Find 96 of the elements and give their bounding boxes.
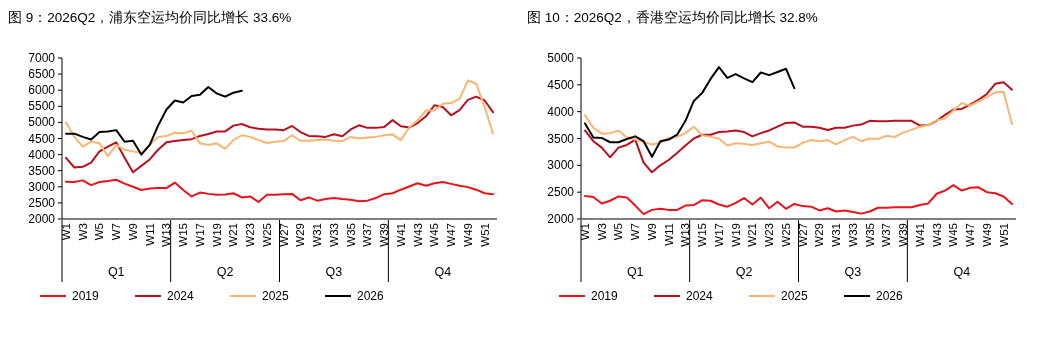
y-tick-label: 2500 <box>28 195 56 210</box>
y-tick-label: 4500 <box>28 131 56 146</box>
x-tick-label: W25 <box>260 223 273 247</box>
text: Q4 <box>434 265 452 279</box>
y-tick-label: 4000 <box>28 147 56 162</box>
x-tick-label: W9 <box>126 223 139 241</box>
legend-label: 2024 <box>686 289 714 303</box>
x-tick-label: W3 <box>76 223 89 241</box>
x-tick-label: W41 <box>394 223 407 247</box>
x-tick-label: W9 <box>645 223 658 241</box>
x-tick-label: W23 <box>244 223 257 247</box>
y-tick-label: 2000 <box>28 212 56 226</box>
x-tick-label: W1 <box>579 223 591 241</box>
x-tick-label: W33 <box>327 223 340 247</box>
legend-label: 2026 <box>876 289 904 303</box>
legend-label: 2025 <box>781 289 809 303</box>
x-tick-label: W29 <box>294 223 307 247</box>
text: Q3 <box>844 265 862 279</box>
x-tick-label: W31 <box>830 223 843 247</box>
x-tick-label: W7 <box>629 223 642 241</box>
x-tick-label: W21 <box>746 223 759 247</box>
y-tick-label: 5000 <box>547 51 575 65</box>
text: Q1 <box>107 265 125 279</box>
text: Q1 <box>626 265 644 279</box>
x-tick-label: W3 <box>595 223 608 241</box>
y-tick-label: 3500 <box>547 131 575 146</box>
y-tick-label: 4000 <box>547 104 575 119</box>
x-tick-label: W43 <box>411 223 424 247</box>
x-tick-label: W51 <box>997 223 1010 247</box>
y-tick-label: 5000 <box>28 115 56 130</box>
legend-label: 2026 <box>357 289 385 303</box>
x-tick-label: W49 <box>980 223 993 247</box>
x-tick-label: W45 <box>428 223 441 247</box>
x-tick-label: W7 <box>110 223 123 241</box>
chart-title: 图 10：2026Q2，香港空运均价同比增长 32.8% <box>527 10 818 25</box>
x-tick-label: W25 <box>779 223 792 247</box>
x-tick-label: W37 <box>880 223 893 247</box>
line-series <box>65 178 494 203</box>
x-tick-label: W47 <box>445 223 458 247</box>
y-tick-label: 3500 <box>28 163 56 178</box>
line-series <box>584 90 1013 149</box>
y-tick-label: 6500 <box>28 67 56 82</box>
x-tick-label: W13 <box>679 223 692 247</box>
x-tick-label: W47 <box>964 223 977 247</box>
x-tick-label: W1 <box>60 223 72 241</box>
text: Q3 <box>325 265 343 279</box>
y-tick-label: 3000 <box>547 158 575 173</box>
y-tick-label: 6000 <box>28 83 56 98</box>
legend-label: 2024 <box>167 289 195 303</box>
x-tick-label: W21 <box>227 223 240 247</box>
x-tick-label: W39 <box>897 223 910 247</box>
x-tick-label: W15 <box>696 223 709 247</box>
chart-title: 图 9：2026Q2，浦东空运均价同比增长 33.6% <box>8 10 292 25</box>
x-tick-label: W33 <box>846 223 859 247</box>
x-tick-label: W23 <box>763 223 776 247</box>
x-tick-label: W19 <box>210 223 223 247</box>
x-tick-label: W43 <box>930 223 943 247</box>
legend-label: 2019 <box>72 289 100 303</box>
y-tick-label: 5500 <box>28 99 56 114</box>
line-series <box>584 184 1013 216</box>
x-tick-label: W17 <box>193 223 206 247</box>
x-tick-label: W49 <box>461 223 474 247</box>
x-tick-label: W41 <box>913 223 926 247</box>
legend-label: 2025 <box>262 289 290 303</box>
y-tick-label: 3000 <box>28 179 56 194</box>
x-tick-label: W35 <box>863 223 876 247</box>
x-tick-label: W17 <box>712 223 725 247</box>
line-series <box>584 81 1013 174</box>
x-tick-label: W5 <box>612 223 625 241</box>
x-tick-label: W39 <box>378 223 391 247</box>
line-series <box>65 85 243 156</box>
x-tick-label: W37 <box>361 223 374 247</box>
text: Q4 <box>953 265 971 279</box>
x-tick-label: W5 <box>93 223 106 241</box>
x-tick-label: W45 <box>947 223 960 247</box>
x-tick-label: W29 <box>813 223 826 247</box>
x-tick-label: W19 <box>729 223 742 247</box>
text: Q2 <box>216 265 234 279</box>
y-tick-label: 2000 <box>547 212 575 226</box>
x-tick-label: W11 <box>662 223 675 246</box>
line-series <box>65 95 494 174</box>
legend-label: 2019 <box>591 289 619 303</box>
x-tick-label: W51 <box>478 223 491 247</box>
line-series <box>584 66 796 158</box>
x-tick-label: W11 <box>143 223 156 246</box>
x-tick-label: W35 <box>344 223 357 247</box>
x-tick-label: W31 <box>311 223 324 247</box>
x-tick-label: W27 <box>796 223 809 247</box>
y-tick-label: 2500 <box>547 185 575 200</box>
x-tick-label: W15 <box>177 223 190 247</box>
y-tick-label: 7000 <box>28 51 56 65</box>
text: Q2 <box>735 265 753 279</box>
x-tick-label: W13 <box>160 223 173 247</box>
line-series <box>65 79 494 158</box>
x-tick-label: W27 <box>277 223 290 247</box>
y-tick-label: 4500 <box>547 77 575 92</box>
